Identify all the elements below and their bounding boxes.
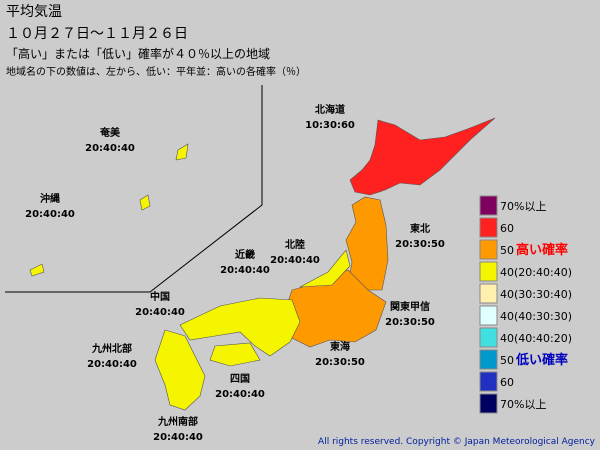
legend-label: 70%以上 xyxy=(500,398,546,411)
inset-border xyxy=(5,85,263,293)
legend-swatch xyxy=(479,261,498,282)
region-name: 沖縄 xyxy=(40,192,60,205)
region-probs: 20:40:40 xyxy=(87,359,137,370)
legend-label: 50 xyxy=(500,244,514,257)
region-probs: 20:30:50 xyxy=(385,317,435,328)
region-name: 関東甲信 xyxy=(390,300,430,313)
legend-swatch xyxy=(479,349,498,370)
legend-label: 50 xyxy=(500,354,514,367)
region-probs: 20:40:40 xyxy=(25,209,75,220)
region-name: 九州南部 xyxy=(157,415,198,428)
title: 平均気温 xyxy=(6,4,62,20)
land xyxy=(29,117,496,411)
legend-swatch xyxy=(479,393,498,414)
note: 地域名の下の数値は、左から、低い：平年並：高いの各確率（％） xyxy=(6,65,306,78)
subtitle: 「高い」または「低い」確率が４０％以上の地域 xyxy=(6,46,270,61)
region-name: 東海 xyxy=(330,340,350,353)
region-name: 中国 xyxy=(150,290,170,303)
copyright: All rights reserved. Copyright © Japan M… xyxy=(318,437,596,447)
legend-label: 40(40:40:20) xyxy=(500,332,572,345)
region-name: 近畿 xyxy=(235,248,255,261)
period: １０月２７日～１１月２６日 xyxy=(6,26,188,42)
region-name: 九州北部 xyxy=(91,342,132,355)
region-probs: 20:40:40 xyxy=(220,265,270,276)
region-probs: 20:40:40 xyxy=(135,307,185,318)
legend-swatch xyxy=(479,239,498,260)
legend-swatch xyxy=(479,283,498,304)
region-name: 東北 xyxy=(410,222,430,235)
region-name: 北陸 xyxy=(285,238,305,251)
region-name: 奄美 xyxy=(99,126,121,139)
region-probs: 20:40:40 xyxy=(270,255,320,266)
region-probs: 20:30:50 xyxy=(395,239,445,250)
legend-label: 40(40:30:30) xyxy=(500,310,572,323)
region-probs: 20:30:50 xyxy=(315,357,365,368)
legend-swatch xyxy=(479,371,498,392)
region-probs: 10:30:60 xyxy=(305,120,355,131)
legend-label: 60 xyxy=(500,376,514,389)
legend-label: 40(20:40:40) xyxy=(500,266,572,279)
legend-swatch xyxy=(479,305,498,326)
region-name: 四国 xyxy=(230,373,250,385)
legend-label: 60 xyxy=(500,222,514,235)
region-name: 北海道 xyxy=(315,103,345,116)
legend-swatch xyxy=(479,327,498,348)
legend-note: 高い確率 xyxy=(516,242,568,258)
legend-label: 70%以上 xyxy=(500,200,546,213)
legend-swatch xyxy=(479,217,498,238)
legend-note: 低い確率 xyxy=(515,352,568,368)
region-probs: 20:40:40 xyxy=(215,389,265,400)
legend-label: 40(30:30:40) xyxy=(500,288,572,301)
region-probs: 20:40:40 xyxy=(153,432,203,443)
legend-swatch xyxy=(479,195,498,216)
region-probs: 20:40:40 xyxy=(85,143,135,154)
